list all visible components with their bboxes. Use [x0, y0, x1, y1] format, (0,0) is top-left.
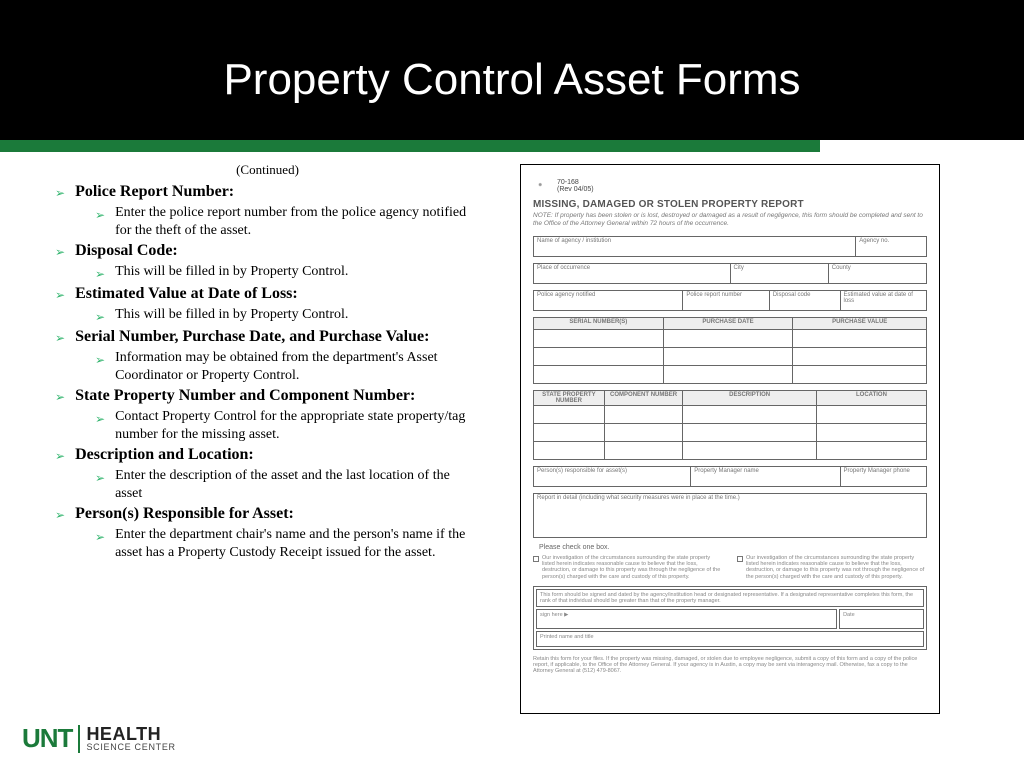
- outline-item: ➢ State Property Number and Component Num…: [55, 386, 480, 443]
- state-seal-icon: [533, 179, 551, 193]
- footer-logo: UNT HEALTH SCIENCE CENTER: [22, 723, 176, 754]
- check-one-label: Please check one box.: [539, 544, 927, 551]
- form-row-police: Police agency notified Police report num…: [533, 290, 927, 311]
- bullet-icon: ➢: [55, 390, 65, 405]
- bullet-icon: ➢: [95, 208, 105, 223]
- outline-sub: Information may be obtained from the dep…: [115, 349, 480, 384]
- outline-head: Estimated Value at Date of Loss: [75, 284, 292, 304]
- content-area: (Continued) ➢Police Report Number:➢Enter…: [0, 152, 1024, 712]
- form-title: MISSING, DAMAGED OR STOLEN PROPERTY REPO…: [533, 199, 927, 210]
- form-note: NOTE: If property has been stolen or is …: [533, 212, 927, 228]
- outline-item: ➢ Serial Number, Purchase Date, and Purch…: [55, 327, 480, 384]
- bullet-icon: ➢: [55, 245, 65, 260]
- form-row-detail: Report in detail (including what securit…: [533, 493, 927, 538]
- form-rev: (Rev 04/05): [557, 186, 594, 193]
- outline-sub: Enter the department chair's name and th…: [115, 526, 480, 561]
- outline-head: State Property Number and Component Numb…: [75, 386, 410, 406]
- form-row-place: Place of occurrence City County: [533, 263, 927, 284]
- outline-sub: This will be filled in by Property Contr…: [115, 306, 348, 324]
- form-preview-column: 70-168 (Rev 04/05) MISSING, DAMAGED OR S…: [510, 152, 980, 712]
- bullet-icon: ➢: [95, 353, 105, 368]
- bullet-icon: ➢: [95, 530, 105, 545]
- bullet-column: (Continued) ➢Police Report Number:➢Enter…: [0, 152, 510, 712]
- form-id: 70-168: [557, 179, 594, 186]
- unt-logo-text: UNT: [22, 723, 72, 754]
- slide-title: Property Control Asset Forms: [0, 55, 1024, 105]
- health-text: HEALTH: [86, 726, 175, 742]
- outline-head: Serial Number, Purchase Date, and Purcha…: [75, 327, 424, 347]
- outline-head: Person(s) Responsible for Asset: [75, 504, 288, 524]
- form-table-property: STATE PROPERTY NUMBER COMPONENT NUMBER D…: [533, 390, 927, 460]
- logo-divider: [78, 725, 80, 753]
- bullet-icon: ➢: [95, 412, 105, 427]
- check-columns: Our investigation of the circumstances s…: [533, 555, 927, 580]
- bullet-icon: ➢: [95, 471, 105, 486]
- outline-head: Disposal Code: [75, 241, 172, 261]
- form-row-persons: Person(s) responsible for asset(s) Prope…: [533, 466, 927, 487]
- outline-sub: Contact Property Control for the appropr…: [115, 408, 480, 443]
- form-row-agency: Name of agency / institution Agency no.: [533, 236, 927, 257]
- form-table-serial: SERIAL NUMBER(S) PURCHASE DATE PURCHASE …: [533, 317, 927, 384]
- accent-bar: [0, 140, 820, 152]
- outline-sub: This will be filled in by Property Contr…: [115, 263, 348, 281]
- science-center-text: SCIENCE CENTER: [86, 743, 175, 751]
- bullet-icon: ➢: [55, 288, 65, 303]
- bullet-icon: ➢: [55, 186, 65, 201]
- checkbox-icon: [737, 556, 743, 562]
- bullet-icon: ➢: [95, 310, 105, 325]
- bullet-icon: ➢: [95, 267, 105, 282]
- form-preview: 70-168 (Rev 04/05) MISSING, DAMAGED OR S…: [520, 164, 940, 714]
- signature-block: This form should be signed and dated by …: [533, 586, 927, 650]
- continued-label: (Continued): [55, 162, 480, 178]
- bullet-icon: ➢: [55, 508, 65, 523]
- bullet-icon: ➢: [55, 331, 65, 346]
- bullet-icon: ➢: [55, 449, 65, 464]
- outline-sub: Enter the police report number from the …: [115, 204, 480, 239]
- outline-item: ➢Police Report Number:➢Enter the police …: [55, 182, 480, 239]
- outline-item: ➢Person(s) Responsible for Asset:➢Enter …: [55, 504, 480, 561]
- retain-note: Retain this form for your files. If the …: [533, 656, 927, 675]
- outline-list: ➢Police Report Number:➢Enter the police …: [55, 182, 480, 561]
- outline-sub: Enter the description of the asset and t…: [115, 467, 480, 502]
- slide-header: Property Control Asset Forms: [0, 0, 1024, 140]
- checkbox-icon: [533, 556, 539, 562]
- outline-head: Description and Location: [75, 445, 248, 465]
- outline-head: Police Report Number: [75, 182, 229, 202]
- outline-item: ➢Estimated Value at Date of Loss:➢This w…: [55, 284, 480, 325]
- outline-item: ➢Disposal Code:➢This will be filled in b…: [55, 241, 480, 282]
- outline-item: ➢Description and Location:➢Enter the des…: [55, 445, 480, 502]
